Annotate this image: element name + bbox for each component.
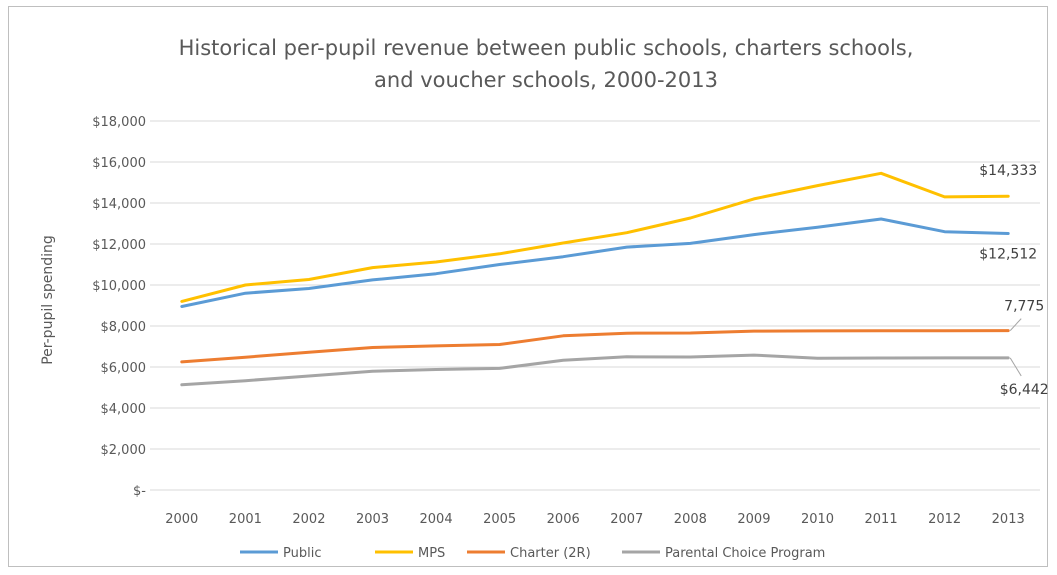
gridlines: [150, 120, 1040, 491]
x-tick-label: 2002: [292, 512, 325, 527]
y-axis-ticks: $- $2,000 $4,000 $6,000 $8,000 $10,000 $12,000…: [92, 115, 146, 499]
series-line-mps: [180, 171, 1010, 303]
y-axis-label: Per-pupil spending: [40, 235, 56, 365]
x-tick-label: 2008: [674, 512, 707, 527]
data-label-leader: [1009, 357, 1022, 377]
y-tick-label: $16,000: [92, 156, 146, 171]
series-line-public: [180, 217, 1010, 308]
x-tick-label: 2003: [356, 512, 389, 527]
x-tick-label: 2005: [483, 512, 516, 527]
x-tick-label: 2004: [420, 512, 453, 527]
x-tick-label: 2011: [865, 512, 898, 527]
legend-label: Parental Choice Program: [665, 546, 825, 561]
y-tick-label: $4,000: [101, 402, 147, 417]
y-tick-label: $-: [133, 484, 146, 499]
x-tick-label: 2006: [547, 512, 580, 527]
x-tick-label: 2013: [992, 512, 1025, 527]
data-label: 7,775: [1004, 299, 1044, 315]
legend: Public MPS Charter (2R) Parental Choice Pro…: [240, 546, 825, 561]
data-label: $14,333: [979, 163, 1037, 179]
x-tick-label: 2010: [801, 512, 834, 527]
x-tick-label: 2012: [928, 512, 961, 527]
series-line-parental-choice-program: [180, 353, 1010, 387]
x-tick-label: 2007: [610, 512, 643, 527]
x-tick-label: 2009: [737, 512, 770, 527]
series-line-charter-2r: [180, 329, 1010, 364]
data-label-leader: [1009, 318, 1022, 331]
chart-title-line-1: Historical per-pupil revenue between pub…: [179, 36, 914, 60]
x-tick-label: 2000: [165, 512, 198, 527]
y-tick-label: $10,000: [92, 279, 146, 294]
legend-label: Charter (2R): [510, 546, 591, 561]
x-tick-label: 2001: [229, 512, 262, 527]
y-tick-label: $2,000: [101, 443, 147, 458]
y-tick-label: $14,000: [92, 197, 146, 212]
chart-frame: [8, 6, 1048, 567]
y-tick-label: $18,000: [92, 115, 146, 130]
legend-label: MPS: [418, 546, 445, 561]
x-axis-ticks: 2000 2001 2002 2003 2004 2005 2006 2007 2008 2009…: [165, 512, 1025, 527]
series-lines: [180, 171, 1010, 387]
chart-title-line-2: and voucher schools, 2000-2013: [374, 68, 718, 92]
y-tick-label: $8,000: [101, 320, 147, 335]
y-tick-label: $6,000: [101, 361, 147, 376]
data-labels: $14,333 $12,512 7,775 $6,442: [979, 163, 1048, 398]
data-label: $6,442: [1000, 382, 1049, 398]
legend-label: Public: [283, 546, 321, 561]
data-label: $12,512: [979, 247, 1037, 263]
y-tick-label: $12,000: [92, 238, 146, 253]
